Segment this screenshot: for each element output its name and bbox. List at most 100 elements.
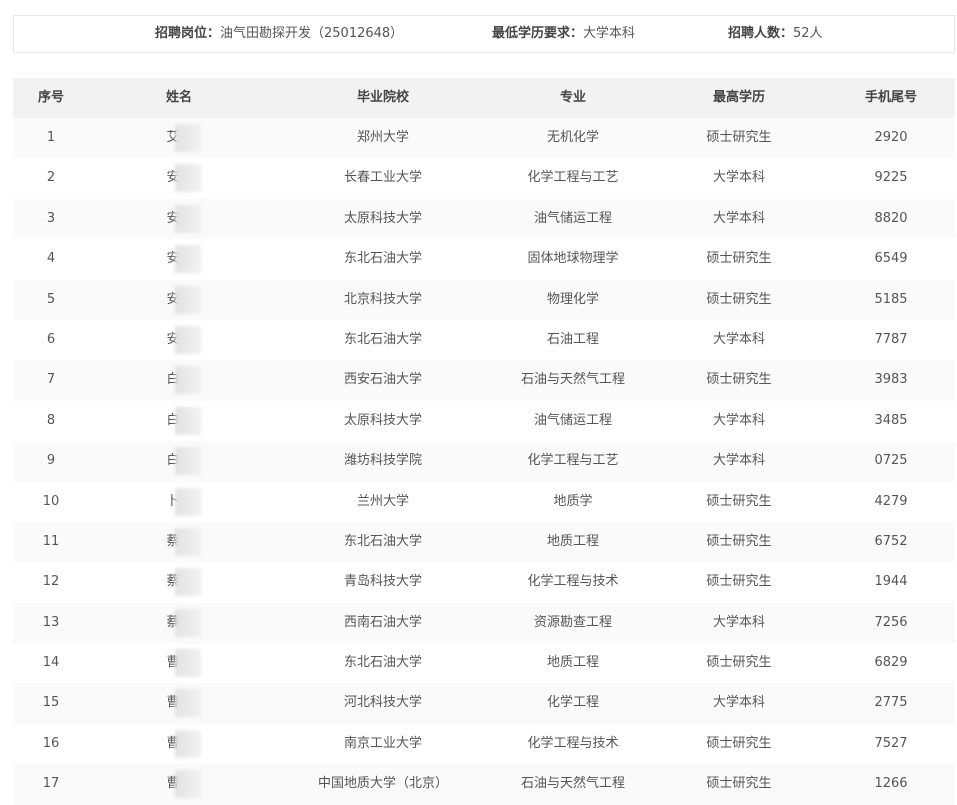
table-row: 7 白西安石油大学 石油与天然气工程 硕士研究生 3983 xyxy=(13,360,955,401)
table-cell: 2920 xyxy=(874,130,908,145)
table-row: 17 曹中国地质大学（北京） 石油与天然气工程 硕士研究生 1266 xyxy=(13,764,955,805)
header-field: 招聘人数：52人 xyxy=(728,16,823,52)
field-value: 大学本科 xyxy=(583,26,636,41)
column-header: 专业 xyxy=(559,90,587,105)
table-cell: 长春工业大学 xyxy=(343,170,423,186)
table-row: 15 曹河北科技大学 化学工程 大学本科 2775 xyxy=(13,683,955,724)
table-cell: 6 xyxy=(46,331,56,347)
table-cell: 东北石油大学 xyxy=(343,533,423,549)
table-cell: 化学工程与工艺 xyxy=(527,453,619,469)
table-cell: 地质工程 xyxy=(546,533,600,549)
table-cell: 化学工程与工艺 xyxy=(527,170,619,186)
table-cell: 7527 xyxy=(874,735,908,751)
name-blur xyxy=(175,285,201,314)
table-cell: 北京科技大学 xyxy=(343,291,423,307)
table-cell: 6829 xyxy=(874,655,908,671)
table-cell: 潍坊科技学院 xyxy=(343,453,423,469)
table-cell: 8820 xyxy=(874,210,908,226)
name-blur xyxy=(175,245,201,274)
table-cell: 1944 xyxy=(874,574,908,590)
table-row: 13 蔡西南石油大学 资源勘查工程 大学本科 7256 xyxy=(13,602,955,644)
table-cell: 硕士研究生 xyxy=(706,493,772,509)
table-cell: 大学本科 xyxy=(712,412,766,428)
table-cell: 固体地球物理学 xyxy=(527,251,619,267)
table-cell: 11 xyxy=(42,533,60,549)
field-label: 招聘岗位： xyxy=(155,26,221,41)
column-header: 毕业院校 xyxy=(356,90,410,105)
table-cell: 3485 xyxy=(874,412,908,428)
table-cell: 青岛科技大学 xyxy=(343,574,423,590)
field-value: 52人 xyxy=(793,26,823,41)
table-row: 11 蔡东北石油大学 地质工程 硕士研究生 6752 xyxy=(13,521,955,563)
table-row: 6 安东北石油大学 石油工程 大学本科 7787 xyxy=(13,320,955,360)
table-cell: 4279 xyxy=(874,493,908,509)
table-cell: 硕士研究生 xyxy=(706,130,772,145)
field-value: 油气田勘探开发（25012648） xyxy=(220,26,404,41)
table-cell: 15 xyxy=(42,695,60,711)
table-cell: 硕士研究生 xyxy=(706,574,772,590)
table-cell: 0725 xyxy=(874,453,908,469)
table-cell: 2775 xyxy=(874,695,908,711)
header-row: 序号 姓名 毕业院校 专业 最高学历 手机尾号 xyxy=(13,78,955,118)
name-blur xyxy=(175,447,201,476)
table-cell: 7 xyxy=(46,372,56,388)
table-cell: 硕士研究生 xyxy=(706,372,772,388)
table-cell: 太原科技大学 xyxy=(343,412,423,428)
table-cell: 大学本科 xyxy=(712,331,766,347)
column-header: 最高学历 xyxy=(712,90,766,105)
table-cell: 2 xyxy=(46,170,56,186)
table-cell: 南京工业大学 xyxy=(343,735,423,751)
table-cell: 硕士研究生 xyxy=(706,291,772,307)
table-row: 14 曹东北石油大学 地质工程 硕士研究生 6829 xyxy=(13,643,955,683)
column-header: 序号 xyxy=(37,90,65,105)
table-cell: 9225 xyxy=(874,170,908,186)
table-cell: 物理化学 xyxy=(546,291,600,307)
table-cell: 大学本科 xyxy=(712,453,766,469)
name-blur xyxy=(175,729,201,758)
table-row: 3 安太原科技大学 油气储运工程 大学本科 8820 xyxy=(13,198,955,240)
table-cell: 8 xyxy=(46,412,56,428)
table-cell: 石油与天然气工程 xyxy=(520,776,626,792)
table-cell: 9 xyxy=(46,453,56,469)
table-cell: 大学本科 xyxy=(712,614,766,630)
name-blur xyxy=(175,406,201,435)
table-cell: 地质学 xyxy=(553,493,593,509)
name-blur xyxy=(175,204,201,233)
table-cell: 硕士研究生 xyxy=(706,533,772,549)
table-row: 9 白潍坊科技学院 化学工程与工艺 大学本科 0725 xyxy=(13,441,955,482)
table-cell: 化学工程 xyxy=(546,695,600,711)
table-cell: 3983 xyxy=(874,372,908,388)
table-cell: 西安石油大学 xyxy=(343,372,423,388)
table-cell: 石油工程 xyxy=(546,331,600,347)
table-cell: 东北石油大学 xyxy=(343,331,423,347)
name-blur xyxy=(175,527,201,556)
column-header: 手机尾号 xyxy=(864,90,918,105)
table-cell: 4 xyxy=(46,251,56,267)
name-blur xyxy=(175,689,201,718)
table-cell: 油气储运工程 xyxy=(533,210,613,226)
table-cell: 5185 xyxy=(874,291,908,307)
header-field: 招聘岗位：油气田勘探开发（25012648） xyxy=(155,16,403,52)
table-cell: 硕士研究生 xyxy=(706,776,772,792)
table-cell: 16 xyxy=(42,735,60,751)
name-blur xyxy=(175,770,201,799)
column-header: 姓名 xyxy=(165,90,193,105)
name-blur xyxy=(175,568,201,597)
table-cell: 大学本科 xyxy=(712,170,766,186)
table-cell: 资源勘查工程 xyxy=(533,614,613,630)
table-row: 10 卜兰州大学 地质学 硕士研究生 4279 xyxy=(13,482,955,522)
candidate-table: 序号 姓名 毕业院校 专业 最高学历 手机尾号 1 艾郑州大学 无机化学 硕士研究生 2920 2 安长… xyxy=(13,78,955,805)
table-row: 12 蔡青岛科技大学 化学工程与技术 硕士研究生 1944 xyxy=(13,562,955,602)
table-row: 4 安东北石油大学 固体地球物理学 硕士研究生 6549 xyxy=(13,239,955,279)
table-cell: 1266 xyxy=(874,776,908,792)
table-cell: 石油与天然气工程 xyxy=(520,372,626,388)
name-blur xyxy=(175,124,201,152)
table-row: 16 曹南京工业大学 化学工程与技术 硕士研究生 7527 xyxy=(13,724,955,764)
table-cell: 地质工程 xyxy=(546,655,600,671)
name-blur xyxy=(175,366,201,395)
table-cell: 1 xyxy=(46,130,56,145)
job-header: 招聘岗位：油气田勘探开发（25012648） 最低学历要求：大学本科 招聘人数：52… xyxy=(13,15,955,53)
table-cell: 3 xyxy=(46,210,56,226)
table-cell: 12 xyxy=(42,574,60,590)
table-cell: 大学本科 xyxy=(712,695,766,711)
